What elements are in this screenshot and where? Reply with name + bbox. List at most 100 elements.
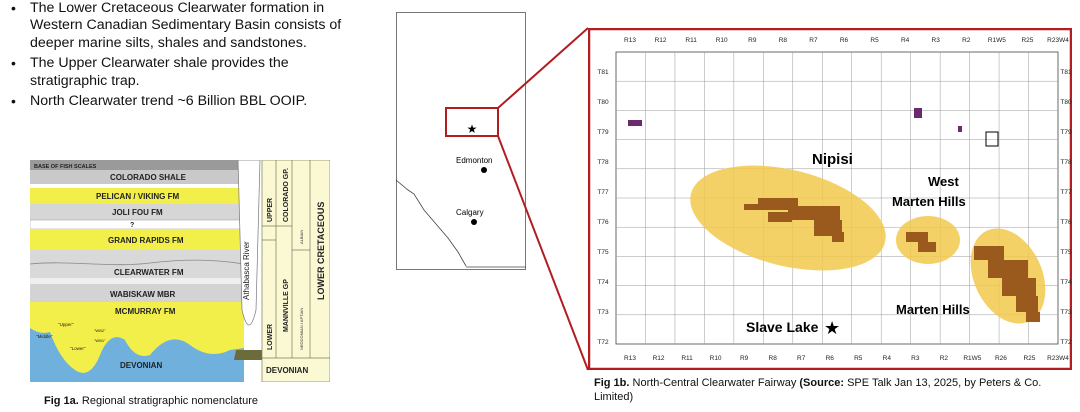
axis-label: R8 [769,355,778,362]
area-label-west: West [928,174,959,189]
layer-label: MCMURRAY FM [115,307,176,316]
axis-label: R4 [883,355,892,362]
layer-label: COLORADO SHALE [110,173,187,182]
column-label: COLORADO GP. [283,168,290,222]
axis-label: R12 [653,355,665,362]
star-icon: ★ [824,318,840,338]
axis-label: R25 [1021,37,1033,44]
axis-label: R1W5 [988,37,1006,44]
layer-label: DEVONIAN [120,361,162,370]
axis-label: R10 [716,37,728,44]
axis-label: R13 [624,355,636,362]
column-label: LOWER [267,324,274,350]
city-label: Edmonton [456,156,492,165]
layer-label: JOLI FOU FM [112,208,163,217]
layer-label: WABISKAW MBR [110,290,176,299]
axis-label: R12 [655,37,667,44]
layer-label: "WB2" [94,328,106,333]
column-label: UPPER [267,198,274,222]
layer-label: GRAND RAPIDS FM [108,236,184,245]
axis-label: T79 [1060,129,1072,136]
fig1b-caption-source-text: SPE Talk Jan 13, 2025, by Peters & Co. L… [594,377,1042,403]
axis-label: R9 [748,37,757,44]
axis-label: R5 [870,37,879,44]
axis-label: T74 [597,279,609,286]
axis-label: R23W4 [1047,37,1069,44]
axis-label: T73 [597,309,609,316]
area-label-marten-hills: Marten Hills [896,302,970,317]
axis-label: R1W5 [963,355,981,362]
axis-label: T75 [597,249,609,256]
axis-label: R6 [840,37,849,44]
layer-label: ? [130,222,134,229]
axis-label: T77 [1060,189,1072,196]
axis-label: R4 [901,37,910,44]
bullet-item: The Upper Clearwater shale provides the … [8,55,368,90]
axis-label: T74 [1060,279,1072,286]
layer-label: BASE OF FISH SCALES [34,164,97,170]
bullet-list: The Lower Cretaceous Clearwater formatio… [8,0,368,113]
fig1a-caption-bold: Fig 1a. [44,395,79,407]
area-label-nipisi: Nipisi [812,151,853,168]
axis-label: R25 [1023,355,1035,362]
layer-label: PELICAN / VIKING FM [96,192,179,201]
top-range-labels: R13 R12 R11 R10 R9 R8 R7 R6 R5 R4 R3 R2 R1W5 R25 R23W4 [624,37,1069,44]
purple-markers [628,108,962,132]
axis-label: T75 [1060,249,1072,256]
layer-label: "Upper" [58,322,74,327]
axis-label: T81 [597,69,609,76]
axis-label: R7 [797,355,806,362]
area-label-west-marten-hills: Marten Hills [892,194,966,209]
axis-label: T78 [1060,159,1072,166]
axis-label: T72 [1060,339,1072,346]
axis-label: R3 [932,37,941,44]
alberta-locator-map: ★ Edmonton Calgary [396,12,526,270]
layer-label: "Middle" [36,334,53,339]
axis-label: R6 [826,355,835,362]
column-label: ALBIAN [299,230,304,244]
fig1b-caption: Fig 1b. North-Central Clearwater Fairway… [594,376,1074,404]
star-icon: ★ [467,122,478,136]
axis-label: R11 [685,37,697,44]
fig1b-caption-bold: Fig 1b. [594,377,630,389]
column-label: LOWER CRETACEOUS [316,202,326,300]
axis-label: R2 [940,355,949,362]
bullet-item: North Clearwater trend ~6 Billion BBL OO… [8,93,368,111]
fig1a-caption-text: Regional stratigraphic nomenclature [78,395,258,407]
axis-label: T80 [597,99,609,106]
axis-label: T81 [1060,69,1072,76]
axis-label: T77 [597,189,609,196]
fig1b-caption-source: (Source: [799,377,845,389]
axis-label: T73 [1060,309,1072,316]
axis-label: T79 [597,129,609,136]
axis-label: R8 [779,37,788,44]
axis-label: R9 [740,355,749,362]
city-label: Calgary [456,208,484,217]
layer-label: CLEARWATER FM [114,268,184,277]
axis-label: R2 [962,37,971,44]
fig1b-caption-text: North-Central Clearwater Fairway [629,377,800,389]
axis-label: R13 [624,37,636,44]
left-township-labels: T81 T80 T79 T78 T77 T76 T75 T74 T73 T72 [597,69,609,346]
outline-marker [985,131,999,147]
area-label-slave-lake: Slave Lake [746,319,819,335]
axis-label: R5 [854,355,863,362]
development-clusters [744,198,1040,322]
axis-label: R3 [911,355,920,362]
axis-label: T76 [597,219,609,226]
axis-label: T72 [597,339,609,346]
column-label: MANNVILLE GP [283,279,290,332]
fig1a-caption: Fig 1a. Regional stratigraphic nomenclat… [44,394,258,408]
axis-label: T76 [1060,219,1072,226]
column-label: NEOCOMIAN / APTIAN [299,308,304,350]
axis-label: T80 [1060,99,1072,106]
stratigraphic-column-figure: Athabasca River BASE OF FISH SCALES COLO… [30,160,330,382]
city-dot [471,219,477,225]
clearwater-fairway-map: R13 R12 R11 R10 R9 R8 R7 R6 R5 R4 R3 R2 R1W5 R25 R23W4… [588,28,1072,370]
axis-label: R10 [710,355,722,362]
axis-label: R23W4 [1047,355,1069,362]
axis-label: T78 [597,159,609,166]
layer-label: "WB1" [94,338,106,343]
right-township-labels: T81 T80 T79 T78 T77 T76 T75 T74 T73 T72 [1060,69,1072,346]
river-label: Athabasca River [242,241,251,300]
